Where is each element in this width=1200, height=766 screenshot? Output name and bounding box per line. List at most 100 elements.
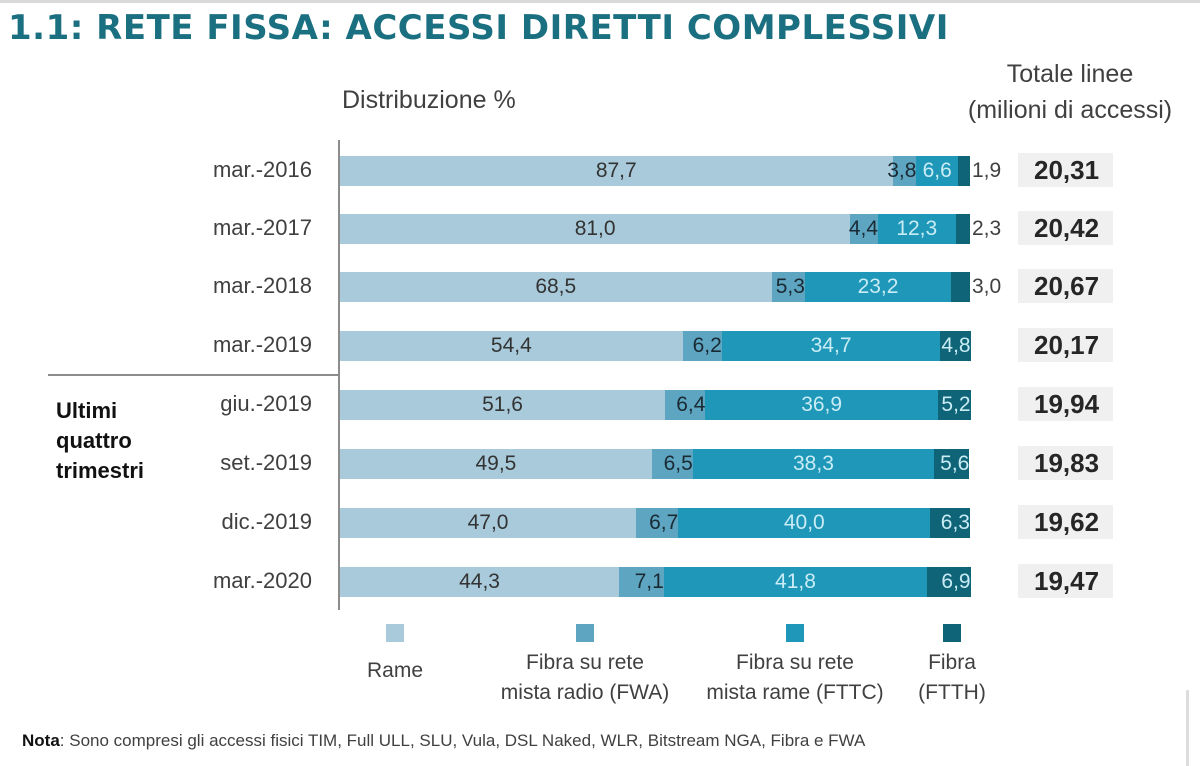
top-border xyxy=(0,0,1200,3)
total-value-background xyxy=(1018,446,1113,480)
legend-swatch-rame xyxy=(386,624,404,642)
total-value-background xyxy=(1018,269,1113,303)
bar-segment-rame xyxy=(340,390,666,420)
data-label-rame: 44,3 xyxy=(459,570,500,593)
total-value-background xyxy=(1018,211,1113,245)
category-label: mar.-2018 xyxy=(212,273,312,298)
bar-segment-fttc xyxy=(692,449,935,479)
category-label: dic.-2019 xyxy=(221,509,312,534)
bar-segment-fwa xyxy=(850,214,879,244)
legend-swatch-ftth xyxy=(943,624,961,642)
total-value: 19,83 xyxy=(1034,448,1100,478)
legend-label-line: Fibra su rete xyxy=(736,651,854,674)
data-label-fwa: 6,7 xyxy=(649,511,679,534)
bar-segment-ftth xyxy=(955,214,970,244)
data-label-ftth: 6,3 xyxy=(940,511,970,534)
bar-segment-rame xyxy=(340,331,683,361)
total-value: 20,42 xyxy=(1034,213,1100,243)
totals-title-line2: (milioni di accessi) xyxy=(967,96,1173,124)
total-value-background xyxy=(1018,564,1113,598)
total-value-background xyxy=(1018,387,1113,421)
chart-subtitle: Distribuzione % xyxy=(342,86,516,114)
data-label-fttc: 6,6 xyxy=(922,159,952,182)
data-label-fttc: 41,8 xyxy=(775,570,816,593)
legend-label-ftth: Fibra (FTTH) xyxy=(912,648,992,708)
bar-segment-fttc xyxy=(705,390,938,420)
data-label-ftth: 4,8 xyxy=(941,334,971,357)
category-axis-line xyxy=(338,140,340,610)
data-label-rame: 81,0 xyxy=(574,217,616,240)
legend-swatch-fwa xyxy=(576,624,594,642)
legend-swatch-fttc xyxy=(786,624,804,642)
footnote: Nota: Sono compresi gli accessi fisici T… xyxy=(22,731,865,751)
bar-segment-fttc xyxy=(678,508,931,538)
bar-segment-ftth xyxy=(951,272,970,302)
category-label: mar.-2017 xyxy=(212,215,312,240)
bar-segment-fwa xyxy=(619,567,664,597)
bar-segment-rame xyxy=(340,567,620,597)
data-label-ftth: 3,0 xyxy=(972,275,1002,298)
data-label-ftth: 5,2 xyxy=(941,393,971,416)
bar-segment-fwa xyxy=(771,272,805,302)
total-value: 19,47 xyxy=(1034,566,1100,596)
group-label-last-four-quarters: Ultimi quattro trimestri xyxy=(56,396,144,486)
legend-label-line: Rame xyxy=(366,659,424,682)
legend-label-line: mista rame (FTTC) xyxy=(706,681,884,704)
bar-segment-fwa xyxy=(636,508,679,538)
group-separator-line xyxy=(48,374,338,376)
total-value: 19,62 xyxy=(1034,507,1100,537)
category-label: mar.-2020 xyxy=(212,568,312,593)
data-label-ftth: 6,9 xyxy=(941,570,971,593)
bar-segment-fttc xyxy=(804,272,952,302)
bar-segment-fwa xyxy=(665,390,706,420)
bar-segment-ftth xyxy=(930,508,970,538)
bar-segment-fttc xyxy=(663,567,928,597)
group-label-line: quattro xyxy=(56,428,132,453)
bar-segment-ftth xyxy=(927,567,971,597)
data-label-rame: 68,5 xyxy=(535,275,577,298)
group-label-line: Ultimi xyxy=(56,398,118,423)
bar-segment-ftth xyxy=(937,390,971,420)
legend-label-fttc: Fibra su rete mista rame (FTTC) xyxy=(695,648,895,708)
bar-segment-rame xyxy=(340,156,893,186)
total-value-background xyxy=(1018,328,1113,362)
data-label-fwa: 3,8 xyxy=(887,159,917,182)
bar-segment-fttc xyxy=(878,214,956,244)
bar-segment-fttc xyxy=(721,331,941,361)
total-value: 20,31 xyxy=(1034,155,1100,185)
bar-segment-fttc xyxy=(916,156,959,186)
data-label-fttc: 36,9 xyxy=(801,393,843,416)
bar-segment-fwa xyxy=(682,331,722,361)
legend-label-line: (FTTH) xyxy=(918,681,986,704)
group-label-line: trimestri xyxy=(56,458,145,483)
data-label-rame: 47,0 xyxy=(467,511,509,534)
data-label-fwa: 6,2 xyxy=(692,334,722,357)
totals-title-line1: Totale linee xyxy=(1006,60,1134,88)
bar-segment-rame xyxy=(340,508,637,538)
category-label: giu.-2019 xyxy=(220,391,312,416)
data-label-fttc: 12,3 xyxy=(896,217,938,240)
right-edge-border xyxy=(1186,690,1189,766)
data-label-fwa: 5,3 xyxy=(775,275,805,298)
totals-column-title: Totale linee (milioni di accessi) xyxy=(940,56,1200,128)
legend-label-line: Fibra su rete xyxy=(526,651,644,674)
data-label-fttc: 40,0 xyxy=(783,511,825,534)
total-value: 19,94 xyxy=(1034,389,1100,419)
footnote-label: Nota xyxy=(22,731,60,750)
total-value-background xyxy=(1018,505,1113,539)
data-label-fttc: 23,2 xyxy=(857,275,899,298)
legend-label-line: Fibra xyxy=(928,651,976,674)
data-label-rame: 51,6 xyxy=(482,393,523,416)
category-label: mar.-2019 xyxy=(212,332,312,357)
legend-label-rame: Rame xyxy=(345,656,445,686)
footnote-text: : Sono compresi gli accessi fisici TIM, … xyxy=(59,731,866,750)
data-label-rame: 49,5 xyxy=(475,452,517,475)
data-label-fttc: 34,7 xyxy=(810,334,852,357)
data-label-rame: 87,7 xyxy=(595,159,637,182)
bar-segment-rame xyxy=(340,449,652,479)
legend-label-line: mista radio (FWA) xyxy=(500,681,670,704)
category-label: set.-2019 xyxy=(220,450,312,475)
bar-segment-fwa xyxy=(651,449,693,479)
bar-segment-ftth xyxy=(934,449,970,479)
total-value: 20,17 xyxy=(1034,330,1100,360)
